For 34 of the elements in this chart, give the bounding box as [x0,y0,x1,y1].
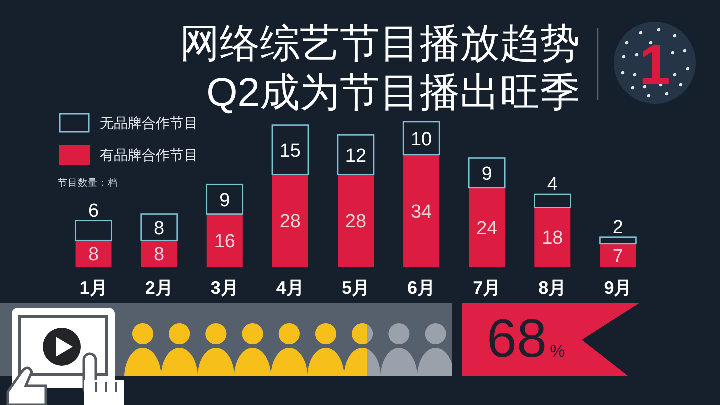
data-label: 24 [476,218,498,240]
data-label: 9 [220,190,230,212]
data-label: 12 [345,146,367,167]
x-tick-label: 6月 [408,278,436,298]
data-label: 8 [88,244,100,266]
x-tick-label: 7月 [473,278,502,298]
x-tick-label: 9月 [604,278,632,298]
annotation: 1 [639,33,671,96]
x-tick-label: 4月 [276,278,304,298]
chart-title: 网络综艺节目播放趋势 [180,22,580,66]
data-label: 2 [612,217,624,238]
x-tick-label: 5月 [342,278,370,298]
annotation: 68% [487,309,566,369]
data-label: 34 [410,202,432,223]
data-label: 28 [345,212,367,233]
data-label: 4 [547,174,558,196]
annotation: 节目数量：档 [58,178,118,189]
data-label: 16 [214,231,236,252]
x-tick-label: 2月 [145,278,174,298]
data-label: 18 [542,228,564,250]
data-label: 7 [612,246,624,268]
chart-subtitle: Q2成为节目播出旺季 [206,71,580,115]
legend-label: 无品牌合作节目 [100,115,198,131]
data-label: 10 [410,129,432,150]
data-label: 15 [280,140,302,162]
data-label: 9 [482,164,492,185]
data-label: 8 [154,218,165,240]
legend-label: 有品牌合作节目 [100,147,198,163]
x-tick-label: 8月 [538,278,567,298]
x-tick-label: 1月 [80,278,108,298]
data-label: 28 [280,212,302,233]
data-label: 6 [88,200,100,222]
x-tick-label: 3月 [210,278,239,298]
data-label: 8 [154,244,165,266]
